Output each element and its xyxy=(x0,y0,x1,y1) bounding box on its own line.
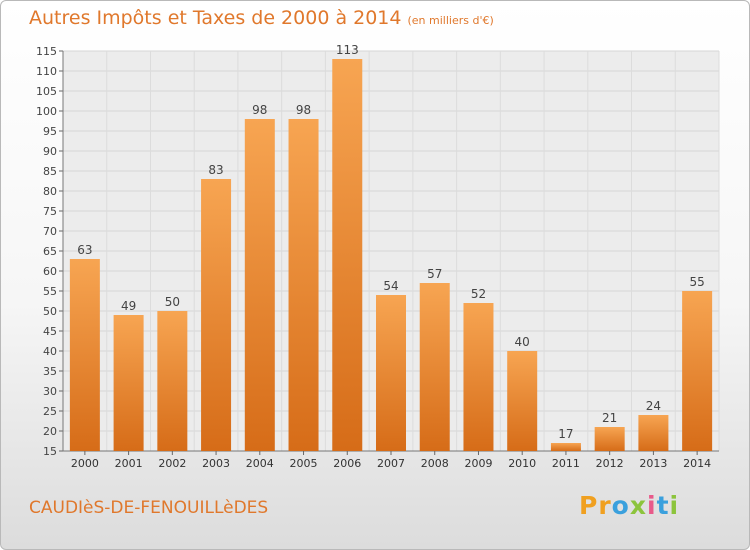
y-tick-label: 90 xyxy=(43,145,57,158)
x-tick-label-2006: 2006 xyxy=(333,457,361,470)
y-tick-label: 20 xyxy=(43,425,57,438)
bar-2007 xyxy=(376,295,406,451)
x-tick-label-2012: 2012 xyxy=(596,457,624,470)
value-label-2005: 98 xyxy=(296,103,311,117)
value-label-2008: 57 xyxy=(427,267,442,281)
value-label-2003: 83 xyxy=(208,163,223,177)
bar-2011 xyxy=(550,443,581,451)
y-tick-label: 100 xyxy=(36,105,57,118)
value-label-2006: 113 xyxy=(336,43,359,57)
bar-2008 xyxy=(419,283,450,451)
x-tick-label-2011: 2011 xyxy=(552,457,580,470)
value-label-2001: 49 xyxy=(121,299,136,313)
y-tick-label: 105 xyxy=(36,85,57,98)
bar-2009 xyxy=(463,303,494,451)
bar-2006 xyxy=(332,59,363,451)
bar-2014 xyxy=(682,291,713,451)
y-tick-label: 80 xyxy=(43,185,57,198)
y-tick-label: 25 xyxy=(43,405,57,418)
x-tick-label-2007: 2007 xyxy=(377,457,405,470)
value-label-2010: 40 xyxy=(515,335,530,349)
x-tick-label-2008: 2008 xyxy=(421,457,449,470)
y-tick-label: 70 xyxy=(43,225,57,238)
x-tick-label-2004: 2004 xyxy=(246,457,274,470)
x-tick-label-2001: 2001 xyxy=(115,457,143,470)
value-label-2004: 98 xyxy=(252,103,267,117)
y-tick-label: 115 xyxy=(36,45,57,58)
x-tick-label-2009: 2009 xyxy=(464,457,492,470)
bar-2013 xyxy=(638,415,669,451)
bar-2004 xyxy=(244,119,275,451)
y-tick-label: 65 xyxy=(43,245,57,258)
y-tick-label: 50 xyxy=(43,305,57,318)
y-tick-label: 95 xyxy=(43,125,57,138)
y-tick-label: 75 xyxy=(43,205,57,218)
bar-2000 xyxy=(69,259,100,451)
value-label-2012: 21 xyxy=(602,411,617,425)
y-tick-label: 15 xyxy=(43,445,57,458)
bar-2010 xyxy=(507,351,538,451)
value-label-2013: 24 xyxy=(646,399,661,413)
y-tick-label: 40 xyxy=(43,345,57,358)
bar-2002 xyxy=(157,311,188,451)
labels: 15 20 25 30 35 40 45 50 55 60 65 70 75 80 85 90 95 100 105… xyxy=(36,43,711,470)
value-label-2014: 55 xyxy=(689,275,704,289)
x-tick-label-2005: 2005 xyxy=(290,457,318,470)
x-tick-label-2010: 2010 xyxy=(508,457,536,470)
value-label-2009: 52 xyxy=(471,287,486,301)
x-tick-label-2013: 2013 xyxy=(639,457,667,470)
x-tick-label-2003: 2003 xyxy=(202,457,230,470)
y-tick-label: 45 xyxy=(43,325,57,338)
x-tick-label-2014: 2014 xyxy=(683,457,711,470)
value-label-2000: 63 xyxy=(77,243,92,257)
value-label-2007: 54 xyxy=(383,279,398,293)
y-tick-label: 60 xyxy=(43,265,57,278)
value-label-2011: 17 xyxy=(558,427,573,441)
chart-subtitle: (en milliers d'€) xyxy=(407,14,494,27)
proxiti-logo: Proxiti xyxy=(579,491,680,520)
y-tick-label: 55 xyxy=(43,285,57,298)
place-name: CAUDIèS-DE-FENOUILLèDES xyxy=(29,498,269,518)
bar-2012 xyxy=(594,427,625,451)
x-tick-label-2000: 2000 xyxy=(71,457,99,470)
chart-title: Autres Impôts et Taxes de 2000 à 2014 (en… xyxy=(29,7,494,29)
y-tick-label: 110 xyxy=(36,65,57,78)
bar-2003 xyxy=(201,179,232,451)
bar-2001 xyxy=(113,315,144,451)
y-tick-label: 85 xyxy=(43,165,57,178)
y-tick-label: 30 xyxy=(43,385,57,398)
bar-2005 xyxy=(288,119,319,451)
y-tick-label: 35 xyxy=(43,365,57,378)
x-tick-label-2002: 2002 xyxy=(158,457,186,470)
bars xyxy=(69,59,713,451)
value-label-2002: 50 xyxy=(165,295,180,309)
